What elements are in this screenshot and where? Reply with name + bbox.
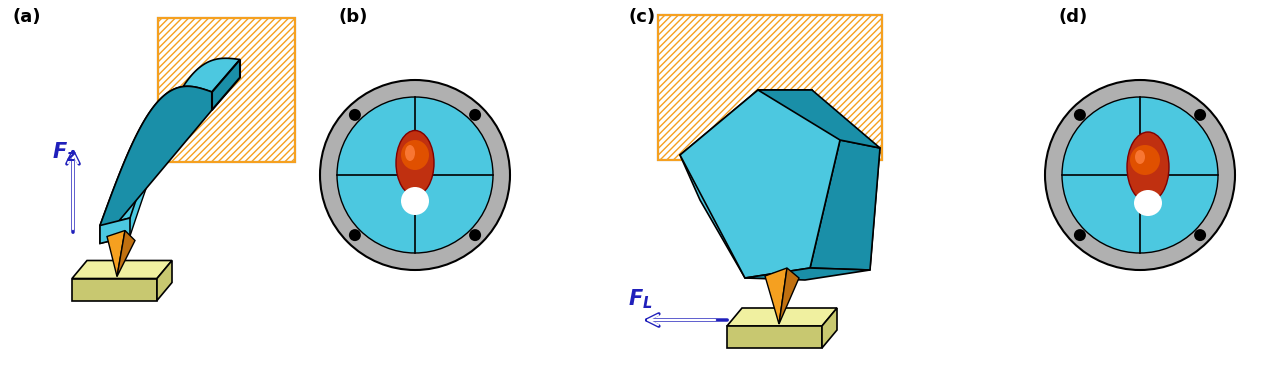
Polygon shape xyxy=(157,261,173,300)
Circle shape xyxy=(349,229,360,241)
Text: $\bfit{F}_L$: $\bfit{F}_L$ xyxy=(628,287,652,310)
Text: (b): (b) xyxy=(338,8,367,26)
Polygon shape xyxy=(810,140,879,270)
Polygon shape xyxy=(100,58,240,225)
Polygon shape xyxy=(117,231,135,276)
Polygon shape xyxy=(100,218,129,243)
Ellipse shape xyxy=(1127,132,1169,202)
Ellipse shape xyxy=(1134,150,1145,164)
Polygon shape xyxy=(822,308,838,348)
Circle shape xyxy=(1194,229,1206,241)
Polygon shape xyxy=(680,90,840,278)
Circle shape xyxy=(470,229,481,241)
Ellipse shape xyxy=(396,130,434,195)
Polygon shape xyxy=(659,15,882,160)
Polygon shape xyxy=(840,140,879,270)
Polygon shape xyxy=(72,261,173,279)
Polygon shape xyxy=(758,90,879,148)
Ellipse shape xyxy=(401,187,429,215)
Circle shape xyxy=(320,80,510,270)
Polygon shape xyxy=(765,268,787,324)
Polygon shape xyxy=(100,76,240,243)
Text: (d): (d) xyxy=(1058,8,1088,26)
Circle shape xyxy=(1194,109,1206,121)
Circle shape xyxy=(1074,229,1086,241)
Circle shape xyxy=(1062,97,1218,253)
Polygon shape xyxy=(680,90,840,278)
Polygon shape xyxy=(107,231,126,276)
Ellipse shape xyxy=(1129,145,1160,175)
Text: (c): (c) xyxy=(628,8,655,26)
Polygon shape xyxy=(727,326,822,348)
Polygon shape xyxy=(745,268,871,280)
Circle shape xyxy=(470,109,481,121)
Ellipse shape xyxy=(1134,190,1162,216)
Polygon shape xyxy=(727,308,838,326)
Text: $\bfit{F}_z$: $\bfit{F}_z$ xyxy=(52,140,77,164)
Polygon shape xyxy=(159,18,294,162)
Ellipse shape xyxy=(401,140,429,170)
Polygon shape xyxy=(779,268,799,324)
Polygon shape xyxy=(72,279,157,300)
Circle shape xyxy=(1044,80,1235,270)
Text: (a): (a) xyxy=(11,8,41,26)
Circle shape xyxy=(349,109,360,121)
Circle shape xyxy=(1074,109,1086,121)
Polygon shape xyxy=(212,60,240,110)
Circle shape xyxy=(338,97,492,253)
Ellipse shape xyxy=(405,145,415,161)
Polygon shape xyxy=(100,86,212,243)
